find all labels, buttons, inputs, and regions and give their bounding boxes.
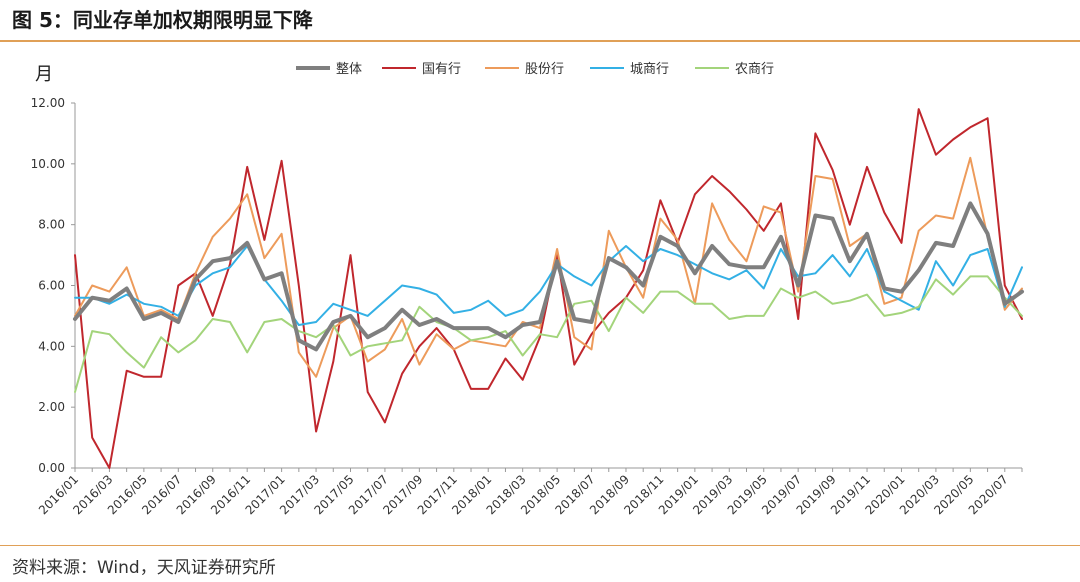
line-chart: 0.002.004.006.008.0010.0012.002016/01201… [31,62,1024,517]
y-tick-label: 10.00 [31,157,65,171]
series-line-2 [74,156,1023,378]
y-axis-unit: 月 [35,64,53,85]
legend-label-0: 整体 [336,62,362,77]
y-tick-label: 12.00 [31,96,65,110]
y-tick-label: 0.00 [38,461,65,475]
y-tick-label: 4.00 [38,339,65,353]
y-tick-label: 8.00 [38,218,65,232]
legend-label-4: 农商行 [735,62,774,77]
legend-label-1: 国有行 [422,62,461,77]
series-line-4 [74,275,1023,393]
series-line-0 [73,201,1024,352]
legend-label-2: 股份行 [525,62,564,77]
source-note: 资料来源：Wind，天风证券研究所 [12,558,276,578]
y-tick-label: 6.00 [38,279,65,293]
series-line-3 [74,245,1023,326]
bottom-divider [0,545,1080,546]
y-tick-label: 2.00 [38,400,65,414]
chart-title: 图 5：同业存单加权期限明显下降 [12,8,313,32]
legend-label-3: 城商行 [630,62,669,77]
top-divider [0,40,1080,42]
